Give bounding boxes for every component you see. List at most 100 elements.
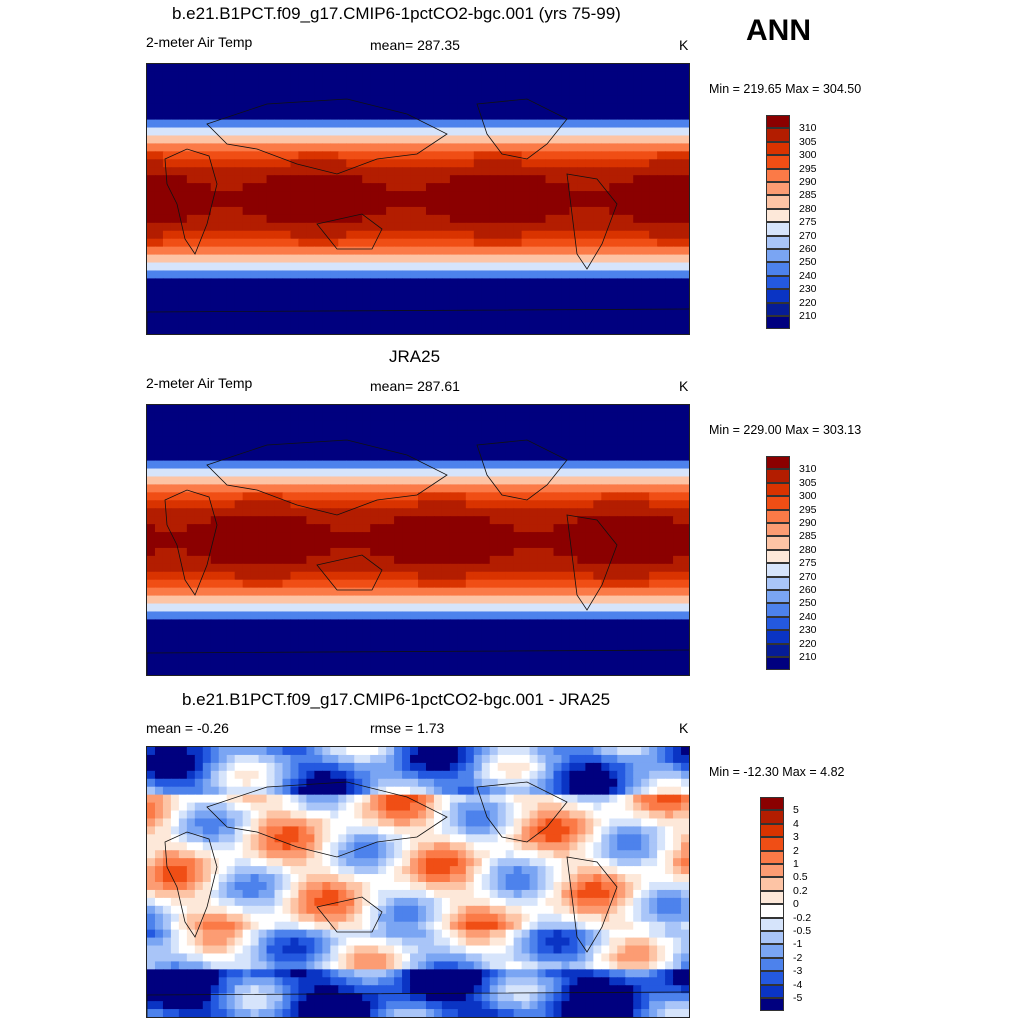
colorbar-swatch <box>766 262 790 276</box>
colorbar-swatch <box>766 469 790 483</box>
colorbar-tick-label: 0 <box>793 898 799 911</box>
colorbar-tick-label: 300 <box>799 490 817 503</box>
colorbar-swatch <box>766 482 790 497</box>
panel-1-minmax: Min = 219.65 Max = 304.50 <box>709 82 862 96</box>
colorbar-tick-label: 4 <box>793 817 799 830</box>
panel-2-title: JRA25 <box>389 347 441 366</box>
colorbar-swatch <box>760 837 784 851</box>
colorbar-swatch <box>766 316 790 330</box>
colorbar-swatch <box>760 984 784 998</box>
colorbar-swatch <box>760 823 784 838</box>
colorbar-swatch <box>760 904 784 918</box>
colorbar-tick-label: 260 <box>799 243 817 255</box>
panel-3-minmax: Min = -12.30 Max = 4.82 <box>709 765 845 779</box>
colorbar-tick-label: 270 <box>799 570 817 583</box>
colorbar-tick-label: 280 <box>799 543 817 556</box>
colorbar-swatch <box>766 128 790 142</box>
panel-2-units: K <box>679 378 689 394</box>
colorbar-tick-label: 240 <box>799 610 817 623</box>
colorbar-swatch <box>760 864 784 878</box>
panel-2-minmax: Min = 229.00 Max = 303.13 <box>709 423 862 437</box>
colorbar-swatch <box>766 302 790 316</box>
colorbar-swatch <box>760 850 784 864</box>
colorbar-tick-label: 3 <box>793 831 799 844</box>
colorbar-tick-label: 240 <box>799 269 817 282</box>
colorbar-tick-label: 250 <box>799 597 817 610</box>
panel-3-units: K <box>679 720 689 736</box>
colorbar-swatch <box>766 289 790 303</box>
colorbar-swatch <box>766 208 790 223</box>
colorbar-swatch <box>766 576 790 590</box>
panel-1-mean-label: mean= 287.35 <box>370 37 460 53</box>
colorbar-tick-label: 295 <box>799 162 817 175</box>
colorbar-tick-label: 0.2 <box>793 884 808 897</box>
colorbar-swatch <box>766 643 790 657</box>
colorbar-swatch <box>766 235 790 249</box>
panel-1-title: b.e21.B1PCT.f09_g17.CMIP6-1pctCO2-bgc.00… <box>172 4 621 23</box>
panel-1-map <box>146 63 690 335</box>
colorbar-swatch <box>766 249 790 263</box>
colorbar-tick-label: -0.5 <box>793 925 812 937</box>
colorbar-swatch <box>760 931 784 945</box>
colorbar-swatch <box>766 523 790 537</box>
colorbar-swatch <box>766 141 790 156</box>
colorbar-swatch <box>766 496 790 510</box>
colorbar-tick-label: 220 <box>799 296 817 309</box>
colorbar-tick-label: -5 <box>793 992 803 1004</box>
panel-3-title: b.e21.B1PCT.f09_g17.CMIP6-1pctCO2-bgc.00… <box>182 690 611 709</box>
colorbar-swatch <box>766 536 790 550</box>
colorbar-tick-label: -0.2 <box>793 911 812 924</box>
colorbar-swatch <box>760 890 784 905</box>
panel-2-colorbar: 310 305 300 295 290 285 280 275 270 260 250 240 230 2… <box>766 456 826 671</box>
colorbar-swatch <box>760 810 784 824</box>
colorbar-swatch <box>766 195 790 209</box>
colorbar-tick-label: 295 <box>799 503 817 516</box>
colorbar-swatch <box>766 603 790 617</box>
colorbar-swatch <box>766 182 790 196</box>
colorbar-swatch <box>760 957 784 972</box>
colorbar-swatch <box>766 275 790 290</box>
colorbar-swatch <box>760 797 784 811</box>
colorbar-tick-label: 280 <box>799 202 817 215</box>
colorbar-tick-label: 2 <box>793 844 799 857</box>
panel-3-colorbar: 5 4 3 2 1 0.5 0.2 0 -0.2 -0.5 -1 -2 -3 -4 -5 <box>760 797 820 1012</box>
colorbar-tick-label: 230 <box>799 624 817 637</box>
map-field <box>147 405 689 675</box>
colorbar-tick-label: -3 <box>793 965 803 978</box>
colorbar-swatch <box>766 616 790 631</box>
colorbar-swatch <box>766 549 790 564</box>
colorbar-swatch <box>760 917 784 931</box>
colorbar-tick-label: 210 <box>799 310 817 322</box>
colorbar-tick-label: 5 <box>793 804 799 817</box>
colorbar-swatch <box>760 998 784 1012</box>
colorbar-tick-label: 300 <box>799 149 817 162</box>
panel-1-colorbar: 310 305 300 295 290 285 280 275 270 260 250 240 230 2… <box>766 115 826 330</box>
colorbar-tick-label: 220 <box>799 637 817 650</box>
colorbar-tick-label: 310 <box>799 463 817 476</box>
panel-2-map <box>146 404 690 676</box>
colorbar-tick-label: 285 <box>799 530 817 543</box>
colorbar-tick-label: 275 <box>799 557 817 570</box>
colorbar-tick-label: -2 <box>793 951 803 964</box>
colorbar-swatch <box>766 456 790 470</box>
colorbar-swatch <box>766 155 790 169</box>
map-field <box>147 747 689 1017</box>
panel-2-variable-label: 2-meter Air Temp <box>146 375 253 391</box>
panel-3-mean-label: mean = -0.26 <box>146 720 229 736</box>
colorbar-tick-label: 1 <box>793 858 799 870</box>
colorbar-swatch <box>766 509 790 523</box>
panel-1-units: K <box>679 37 689 53</box>
colorbar-tick-label: 250 <box>799 256 817 269</box>
colorbar-tick-label: 305 <box>799 135 817 148</box>
colorbar-tick-label: 270 <box>799 229 817 242</box>
panel-3-rmse-label: rmse = 1.73 <box>370 720 445 736</box>
colorbar-tick-label: 230 <box>799 283 817 296</box>
panel-2-mean-label: mean= 287.61 <box>370 378 460 394</box>
season-label: ANN <box>746 14 811 47</box>
colorbar-swatch <box>760 944 784 958</box>
colorbar-tick-label: 290 <box>799 517 817 529</box>
colorbar-tick-label: -4 <box>793 978 803 991</box>
colorbar-tick-label: 0.5 <box>793 871 808 884</box>
panel-1-variable-label: 2-meter Air Temp <box>146 34 253 50</box>
colorbar-swatch <box>766 222 790 236</box>
